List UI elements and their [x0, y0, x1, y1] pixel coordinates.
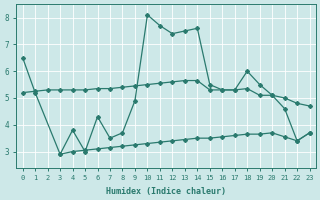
X-axis label: Humidex (Indice chaleur): Humidex (Indice chaleur) [106, 187, 226, 196]
